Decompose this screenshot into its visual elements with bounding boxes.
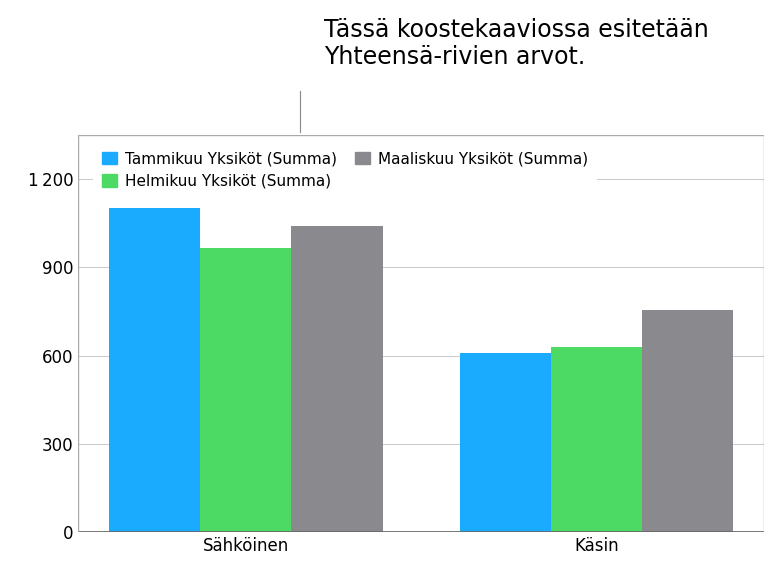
Bar [642,310,733,532]
Bar [459,353,551,532]
Legend: Tammikuu Yksiköt (Summa), Helmikuu Yksiköt (Summa), Maaliskuu Yksiköt (Summa): Tammikuu Yksiköt (Summa), Helmikuu Yksik… [93,142,597,198]
Bar [109,208,200,532]
Bar [292,226,383,532]
Bar [78,135,764,532]
Bar [551,347,642,532]
Bar [200,248,292,532]
Text: Tässä koostekaaviossa esitetään
Yhteensä-rivien arvot.: Tässä koostekaaviossa esitetään Yhteensä… [324,18,708,70]
